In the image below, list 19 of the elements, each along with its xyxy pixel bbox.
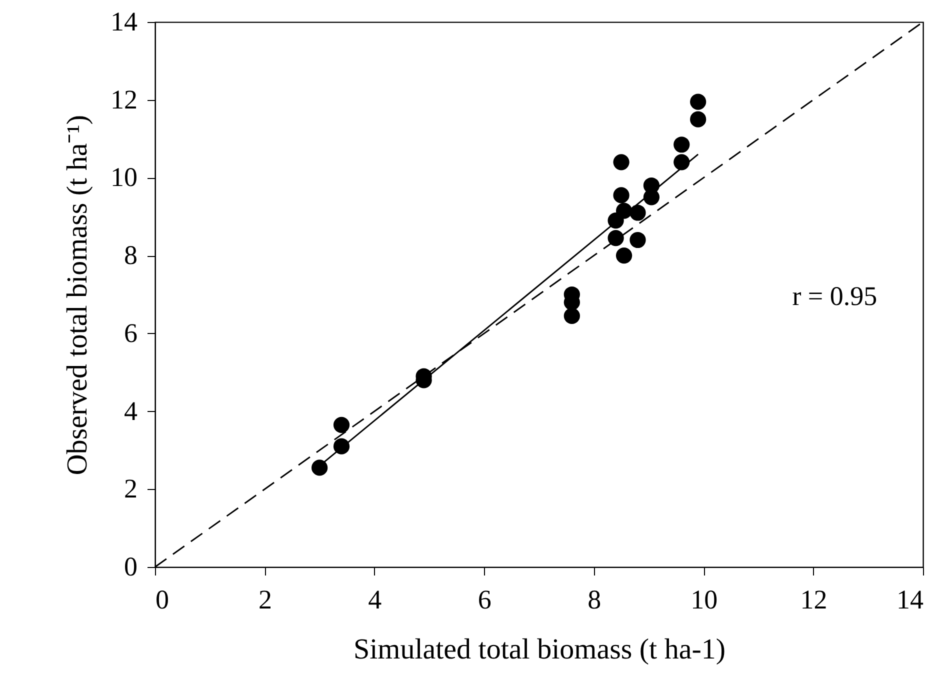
x-axis-title: Simulated total biomass (t ha-1) xyxy=(353,634,726,666)
annotation: r = 0.95 xyxy=(792,281,878,312)
x-tick-label: 0 xyxy=(156,584,169,614)
y-tick-label: 10 xyxy=(110,162,138,192)
x-tick-label: 4 xyxy=(368,584,382,614)
y-tick-label: 0 xyxy=(124,552,138,582)
y-tick-label: 14 xyxy=(110,6,138,36)
x-tick-label: 12 xyxy=(800,584,828,614)
x-tick-label: 6 xyxy=(478,584,492,614)
y-tick-label: 8 xyxy=(124,240,138,270)
y-tick-label: 4 xyxy=(124,396,138,426)
y-axis-title: Observed total biomass (t ha⁻¹) xyxy=(62,114,94,476)
y-tick-label: 12 xyxy=(110,84,138,114)
y-tick-label: 6 xyxy=(124,318,138,348)
x-tick-label: 14 xyxy=(896,584,924,614)
x-tick-label: 2 xyxy=(258,584,272,614)
x-tick-label: 10 xyxy=(690,584,718,614)
y-tick-label: 2 xyxy=(124,474,138,504)
x-tick-label: 8 xyxy=(588,584,602,614)
